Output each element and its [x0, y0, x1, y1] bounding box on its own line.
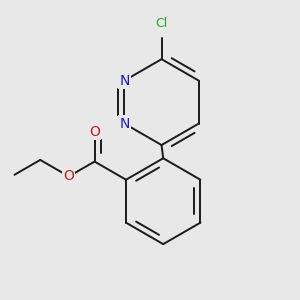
- Text: N: N: [119, 117, 130, 130]
- Text: N: N: [119, 74, 130, 88]
- Text: O: O: [89, 125, 100, 139]
- Text: O: O: [63, 169, 74, 183]
- Text: Cl: Cl: [155, 17, 168, 30]
